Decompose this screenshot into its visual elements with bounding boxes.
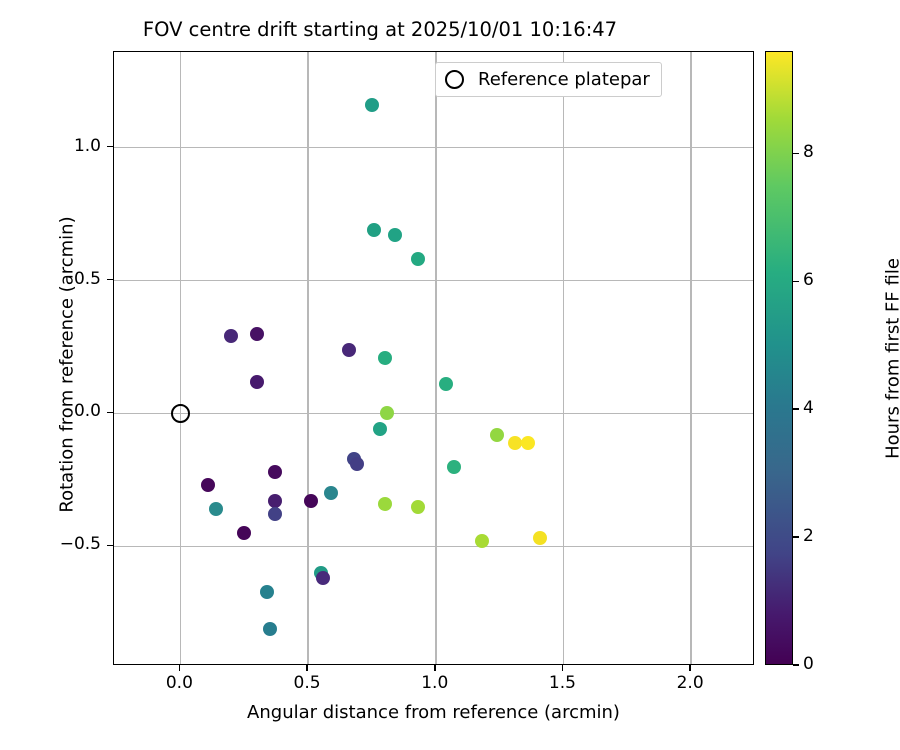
scatter-point bbox=[209, 502, 224, 517]
colorbar-tick-label: 8 bbox=[803, 142, 814, 163]
scatter-point bbox=[341, 342, 356, 357]
scatter-point bbox=[367, 223, 382, 238]
scatter-point bbox=[262, 621, 277, 636]
legend: Reference platepar bbox=[435, 62, 662, 97]
scatter-point bbox=[303, 494, 318, 509]
scatter-point bbox=[490, 427, 505, 442]
scatter-point bbox=[377, 350, 392, 365]
scatter-point bbox=[410, 499, 425, 514]
y-gridline bbox=[114, 146, 753, 149]
x-tick-label: 1.5 bbox=[548, 673, 576, 693]
y-axis-label: Rotation from reference (arcmin) bbox=[56, 216, 78, 513]
colorbar: 0 2 4 6 8 bbox=[765, 51, 814, 674]
chart-title: FOV centre drift starting at 2025/10/01 … bbox=[142, 18, 618, 41]
scatter-point bbox=[267, 507, 282, 522]
y-tick-label: −0.5 bbox=[59, 534, 101, 555]
scatter-point bbox=[267, 494, 282, 509]
x-gridline bbox=[562, 52, 565, 664]
y-tick-label: 0.0 bbox=[73, 401, 101, 422]
x-axis-label: Angular distance from reference (arcmin) bbox=[247, 702, 620, 723]
y-gridline bbox=[114, 412, 753, 415]
colorbar-tick-mark bbox=[793, 152, 799, 155]
y-tick-label: 0.5 bbox=[73, 268, 101, 289]
scatter-point bbox=[446, 459, 461, 474]
scatter-point bbox=[260, 584, 275, 599]
reference-platepar-point bbox=[170, 403, 190, 423]
x-tick-mark bbox=[306, 665, 308, 671]
y-gridline bbox=[114, 279, 753, 282]
x-gridline bbox=[434, 52, 437, 664]
colorbar-tick-mark bbox=[793, 664, 799, 666]
y-tick-mark bbox=[107, 278, 113, 281]
scatter-point bbox=[474, 534, 489, 549]
colorbar-tick-label: 4 bbox=[803, 398, 814, 419]
scatter-point bbox=[507, 435, 522, 450]
x-tick-label: 0.5 bbox=[293, 673, 321, 693]
colorbar-tick-label: 6 bbox=[803, 270, 814, 291]
x-tick-label: 1.0 bbox=[421, 673, 449, 693]
colorbar-tick-mark bbox=[793, 408, 799, 410]
x-tick-mark bbox=[433, 665, 436, 671]
scatter-point bbox=[349, 456, 364, 471]
x-tick-mark bbox=[689, 665, 691, 671]
y-gridline bbox=[114, 545, 753, 548]
x-gridline bbox=[307, 52, 309, 664]
colorbar-gradient bbox=[765, 51, 793, 665]
x-gridline bbox=[690, 52, 692, 664]
x-tick-mark bbox=[178, 665, 181, 671]
scatter-point bbox=[267, 464, 282, 479]
scatter-point bbox=[250, 374, 264, 389]
legend-entry-label: Reference platepar bbox=[478, 69, 650, 90]
y-tick-mark bbox=[107, 544, 113, 547]
colorbar-tick-label: 0 bbox=[803, 654, 814, 674]
plot-area bbox=[113, 51, 754, 665]
x-tick-label: 0.0 bbox=[165, 673, 193, 693]
scatter-point bbox=[201, 478, 216, 493]
scatter-point bbox=[380, 406, 395, 421]
colorbar-tick-mark bbox=[793, 536, 799, 538]
scatter-point bbox=[224, 329, 239, 344]
colorbar-tick-label: 2 bbox=[803, 526, 814, 547]
scatter-point bbox=[324, 486, 339, 501]
reference-platepar-marker-icon bbox=[445, 70, 464, 89]
colorbar-tick-mark bbox=[793, 280, 799, 282]
scatter-point bbox=[372, 422, 387, 437]
scatter-point bbox=[520, 435, 535, 450]
scatter-point bbox=[533, 531, 548, 546]
y-tick-label: 1.0 bbox=[73, 135, 101, 156]
x-gridline bbox=[179, 52, 182, 664]
scatter-point bbox=[316, 571, 331, 586]
scatter-point bbox=[250, 326, 264, 341]
colorbar-label: Hours from first FF file bbox=[882, 258, 900, 459]
scatter-point bbox=[387, 228, 402, 243]
scatter-point bbox=[410, 252, 425, 267]
y-tick-mark bbox=[107, 411, 113, 414]
scatter-point bbox=[364, 98, 379, 113]
y-tick-mark bbox=[107, 145, 113, 148]
x-tick-label: 2.0 bbox=[676, 673, 704, 693]
scatter-point bbox=[377, 496, 392, 511]
x-tick-mark bbox=[561, 665, 564, 671]
scatter-point bbox=[438, 377, 453, 392]
scatter-point bbox=[237, 526, 252, 541]
